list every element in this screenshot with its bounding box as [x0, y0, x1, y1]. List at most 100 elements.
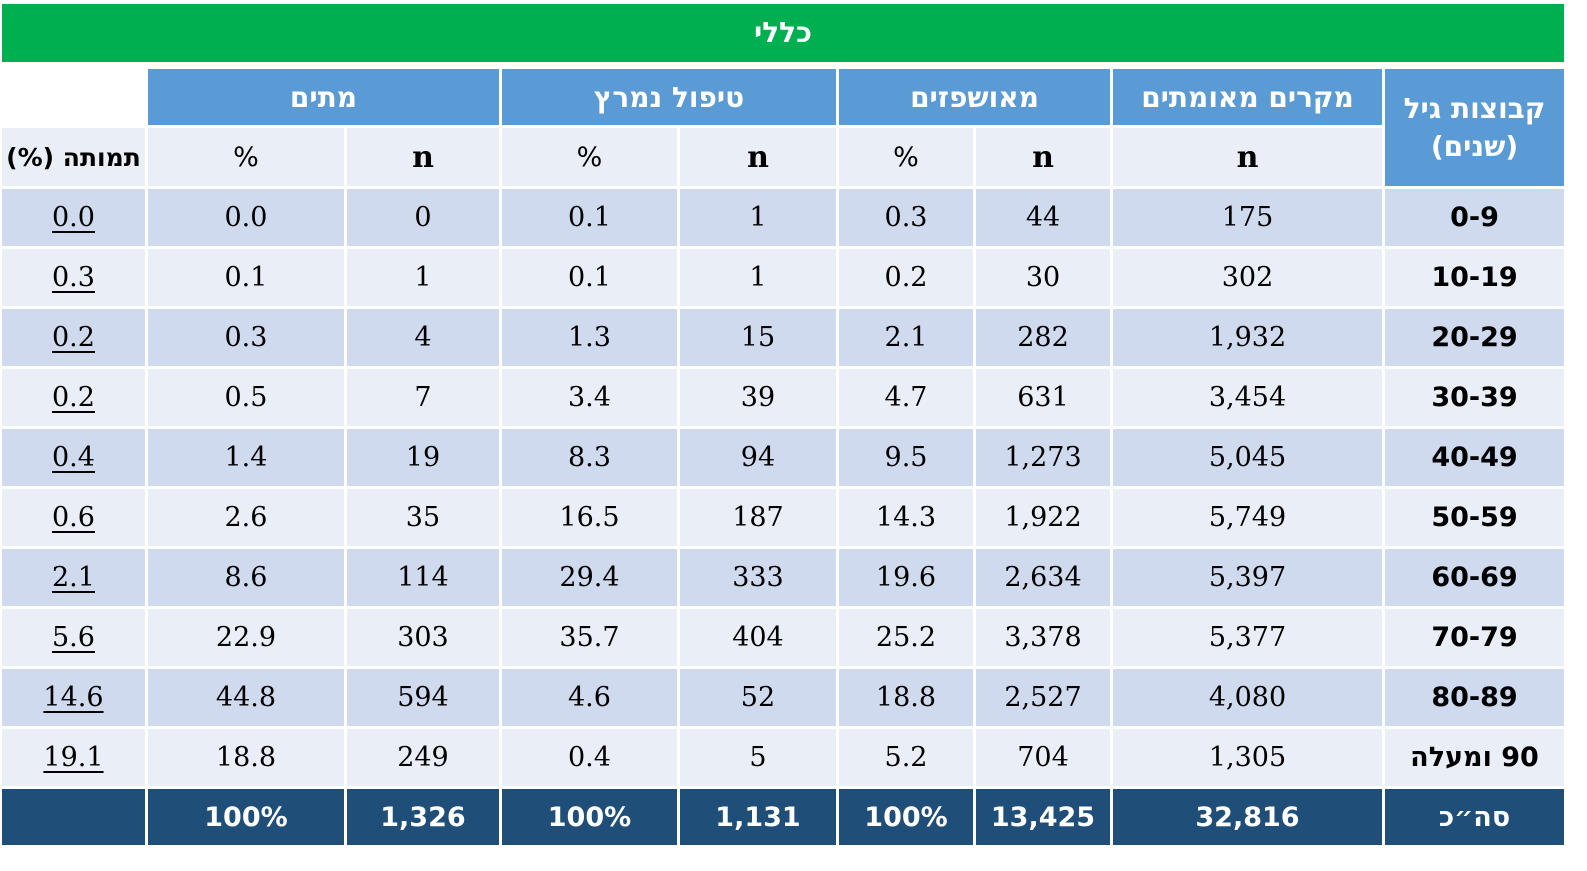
cell-hospitalized-pct: 0.2: [838, 249, 973, 306]
cell-icu-n: 52: [679, 669, 836, 726]
cell-mortality: 19.1: [2, 729, 145, 786]
total-icu-pct: 100%: [501, 789, 677, 845]
mortality-value: 0.2: [52, 322, 95, 353]
cell-age-group: 50-59: [1385, 489, 1564, 546]
table-title: כללי: [2, 4, 1564, 62]
table-container: כללי קבוצות גיל (שנים) מקרים מאומתים מאו…: [2, 4, 1564, 848]
cell-icu-n: 333: [679, 549, 836, 606]
subheader-deaths-pct: %: [147, 128, 344, 186]
cell-confirmed-n: 5,377: [1113, 609, 1382, 666]
cell-mortality: 0.4: [2, 429, 145, 486]
subheader-icu-n: n: [679, 128, 836, 186]
subheader-icu-pct: %: [501, 128, 677, 186]
table-row: 50-59 5,749 1,922 14.3 187 16.5 35 2.6 0.6: [2, 489, 1564, 546]
cell-icu-pct: 1.3: [501, 309, 677, 366]
mortality-value: 14.6: [43, 682, 104, 713]
cell-deaths-pct: 1.4: [147, 429, 344, 486]
mortality-value: 0.4: [52, 442, 95, 473]
cell-age-group: 60-69: [1385, 549, 1564, 606]
cell-hospitalized-n: 282: [976, 309, 1110, 366]
cell-mortality: 14.6: [2, 669, 145, 726]
cell-hospitalized-n: 44: [976, 189, 1110, 246]
mortality-value: 2.1: [52, 562, 95, 593]
cell-icu-pct: 16.5: [501, 489, 677, 546]
cell-icu-n: 404: [679, 609, 836, 666]
age-group-table: קבוצות גיל (שנים) מקרים מאומתים מאושפזים…: [0, 66, 1567, 848]
cell-hospitalized-pct: 2.1: [838, 309, 973, 366]
cell-deaths-pct: 22.9: [147, 609, 344, 666]
cell-confirmed-n: 5,045: [1113, 429, 1382, 486]
cell-age-group: 90 ומעלה: [1385, 729, 1564, 786]
cell-mortality: 0.2: [2, 369, 145, 426]
cell-deaths-n: 1: [346, 249, 499, 306]
header-hospitalized: מאושפזים: [838, 69, 1110, 125]
cell-confirmed-n: 1,932: [1113, 309, 1382, 366]
cell-age-group: 10-19: [1385, 249, 1564, 306]
cell-deaths-pct: 18.8: [147, 729, 344, 786]
cell-icu-pct: 3.4: [501, 369, 677, 426]
table-row: 20-29 1,932 282 2.1 15 1.3 4 0.3 0.2: [2, 309, 1564, 366]
cell-deaths-pct: 44.8: [147, 669, 344, 726]
mortality-value: 5.6: [52, 622, 95, 653]
cell-mortality: 2.1: [2, 549, 145, 606]
total-confirmed-n: 32,816: [1113, 789, 1382, 845]
cell-mortality: 0.3: [2, 249, 145, 306]
subheader-deaths-n: n: [346, 128, 499, 186]
cell-deaths-n: 303: [346, 609, 499, 666]
cell-hospitalized-pct: 25.2: [838, 609, 973, 666]
total-hospitalized-n: 13,425: [976, 789, 1110, 845]
cell-icu-pct: 35.7: [501, 609, 677, 666]
subheader-hospitalized-n: n: [976, 128, 1110, 186]
cell-hospitalized-n: 1,273: [976, 429, 1110, 486]
cell-icu-n: 5: [679, 729, 836, 786]
cell-icu-pct: 0.1: [501, 249, 677, 306]
header-confirmed-cases: מקרים מאומתים: [1113, 69, 1382, 125]
cell-deaths-pct: 0.3: [147, 309, 344, 366]
mortality-value: 0.3: [52, 262, 95, 293]
cell-hospitalized-n: 631: [976, 369, 1110, 426]
total-deaths-n: 1,326: [346, 789, 499, 845]
cell-mortality: 0.2: [2, 309, 145, 366]
total-row: סה״כ 32,816 13,425 100% 1,131 100% 1,326…: [2, 789, 1564, 845]
total-deaths-pct: 100%: [147, 789, 344, 845]
cell-confirmed-n: 302: [1113, 249, 1382, 306]
cell-mortality: 0.6: [2, 489, 145, 546]
cell-deaths-pct: 0.0: [147, 189, 344, 246]
total-label: סה״כ: [1385, 789, 1564, 845]
cell-deaths-n: 7: [346, 369, 499, 426]
cell-deaths-pct: 8.6: [147, 549, 344, 606]
subheader-mortality: תמותה (%): [2, 128, 145, 186]
cell-hospitalized-n: 30: [976, 249, 1110, 306]
cell-hospitalized-n: 1,922: [976, 489, 1110, 546]
cell-hospitalized-pct: 5.2: [838, 729, 973, 786]
table-row: 60-69 5,397 2,634 19.6 333 29.4 114 8.6 2.1: [2, 549, 1564, 606]
cell-hospitalized-n: 704: [976, 729, 1110, 786]
cell-icu-pct: 4.6: [501, 669, 677, 726]
cell-hospitalized-n: 2,527: [976, 669, 1110, 726]
cell-hospitalized-pct: 14.3: [838, 489, 973, 546]
cell-icu-n: 39: [679, 369, 836, 426]
table-row: 10-19 302 30 0.2 1 0.1 1 0.1 0.3: [2, 249, 1564, 306]
mortality-value: 0.6: [52, 502, 95, 533]
cell-icu-pct: 0.1: [501, 189, 677, 246]
cell-confirmed-n: 5,397: [1113, 549, 1382, 606]
cell-confirmed-n: 1,305: [1113, 729, 1382, 786]
cell-hospitalized-n: 2,634: [976, 549, 1110, 606]
cell-confirmed-n: 5,749: [1113, 489, 1382, 546]
total-icu-n: 1,131: [679, 789, 836, 845]
cell-deaths-pct: 0.5: [147, 369, 344, 426]
table-row: 80-89 4,080 2,527 18.8 52 4.6 594 44.8 14.6: [2, 669, 1564, 726]
subheader-confirmed-n: n: [1113, 128, 1382, 186]
header-deaths: מתים: [147, 69, 499, 125]
cell-icu-n: 15: [679, 309, 836, 366]
cell-confirmed-n: 4,080: [1113, 669, 1382, 726]
mortality-value: 0.2: [52, 382, 95, 413]
cell-icu-n: 187: [679, 489, 836, 546]
cell-deaths-pct: 2.6: [147, 489, 344, 546]
cell-deaths-n: 594: [346, 669, 499, 726]
table-row: 40-49 5,045 1,273 9.5 94 8.3 19 1.4 0.4: [2, 429, 1564, 486]
cell-icu-pct: 8.3: [501, 429, 677, 486]
table-row: 30-39 3,454 631 4.7 39 3.4 7 0.5 0.2: [2, 369, 1564, 426]
table-body: 0-9 175 44 0.3 1 0.1 0 0.0 0.0 10-19 302 30 0.2 1 0.1 1…: [2, 189, 1564, 786]
cell-age-group: 0-9: [1385, 189, 1564, 246]
